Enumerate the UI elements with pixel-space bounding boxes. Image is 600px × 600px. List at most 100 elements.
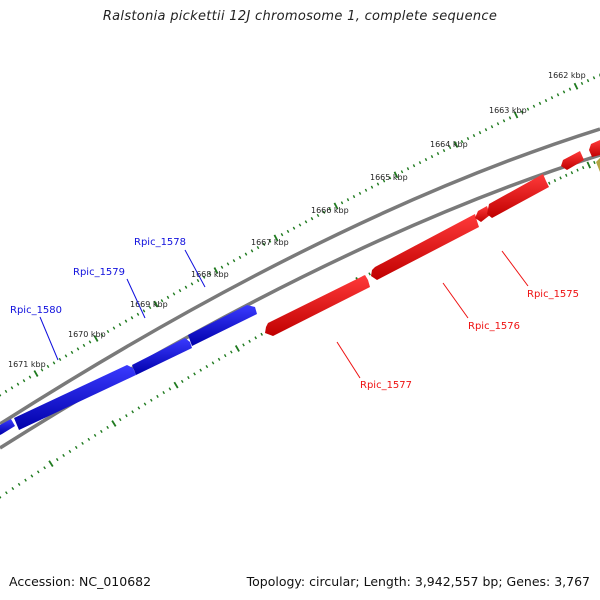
minor-tick [430, 154, 434, 159]
major-tick [33, 370, 39, 377]
gene-rpic-1579[interactable] [132, 338, 192, 375]
minor-tick [322, 210, 326, 214]
minor-tick [550, 96, 554, 100]
gene-rpic-1576[interactable] [371, 214, 479, 280]
minor-tick [125, 414, 128, 418]
minor-tick [130, 316, 134, 320]
minor-tick [593, 160, 596, 165]
major-tick [453, 141, 459, 148]
minor-tick [148, 305, 152, 310]
minor-tick [580, 81, 584, 86]
minor-tick [118, 418, 122, 422]
minor-tick [156, 394, 159, 398]
kbp-label: 1668 kbp [191, 270, 229, 279]
minor-tick [460, 139, 464, 144]
minor-tick [74, 445, 78, 449]
accession-text: Accession: NC_010682 [9, 574, 152, 589]
minor-tick [250, 249, 254, 253]
gene-other[interactable] [596, 158, 600, 172]
minor-tick [55, 458, 59, 462]
minor-tick [358, 191, 362, 195]
minor-tick [137, 406, 141, 410]
gene-label-rpic-1579[interactable]: Rpic_1579 [73, 267, 125, 278]
connector-rpic-1580 [39, 316, 59, 361]
minor-tick [442, 148, 446, 153]
minor-tick [568, 87, 572, 91]
minor-tick [376, 182, 380, 186]
gene-rpic-1577[interactable] [265, 275, 370, 336]
major-tick [213, 267, 219, 275]
connector-rpic-1578 [184, 249, 206, 288]
minor-tick [16, 382, 20, 386]
kbp-label: 1670 kbp [68, 330, 106, 339]
minor-tick [418, 161, 422, 165]
connector-rpic-1576 [442, 282, 469, 319]
minor-tick [136, 312, 140, 316]
minor-tick [229, 350, 233, 354]
minor-tick [100, 429, 103, 433]
map-title: Ralstonia pickettii 12J chromosome 1, co… [102, 9, 498, 24]
minor-tick [106, 329, 110, 334]
minor-tick [268, 239, 272, 243]
minor-tick [548, 181, 551, 185]
minor-tick [5, 491, 8, 495]
minor-tick [118, 323, 122, 327]
minor-tick [478, 131, 482, 135]
minor-tick [220, 265, 224, 269]
minor-tick [436, 151, 440, 156]
gene-label-rpic-1575[interactable]: Rpic_1575 [527, 289, 579, 300]
minor-tick [142, 309, 146, 313]
minor-tick [346, 198, 350, 202]
gene-rpic-1573[interactable] [589, 140, 600, 157]
minor-tick [562, 90, 566, 94]
major-tick [573, 82, 579, 90]
minor-tick [193, 372, 196, 376]
minor-tick [570, 171, 574, 175]
minor-tick [248, 339, 251, 343]
minor-tick [196, 278, 200, 283]
minor-tick [226, 262, 230, 266]
minor-tick [205, 365, 209, 369]
minor-tick [40, 368, 44, 372]
minor-tick [406, 167, 410, 171]
minor-tick [466, 136, 470, 141]
minor-tick [532, 104, 536, 108]
minor-tick [93, 433, 97, 437]
minor-tick [22, 379, 26, 383]
major-tick [48, 460, 54, 467]
major-tick [153, 300, 159, 308]
minor-tick [0, 495, 2, 499]
minor-tick [202, 275, 206, 279]
minor-tick [143, 402, 147, 406]
reverse-genes [265, 140, 600, 336]
gene-label-rpic-1580[interactable]: Rpic_1580 [10, 305, 62, 316]
minor-tick [382, 179, 386, 183]
minor-tick [52, 361, 56, 365]
gene-rpic-1575[interactable] [487, 174, 549, 218]
major-tick [513, 111, 519, 119]
minor-tick [10, 386, 14, 390]
kbp-label: 1666 kbp [311, 206, 349, 215]
gene-rpic-1580[interactable] [14, 365, 136, 430]
outer-tick-track [0, 73, 600, 397]
minor-tick [310, 217, 314, 221]
gene-rpic-1578[interactable] [188, 305, 257, 346]
minor-tick [286, 229, 290, 233]
gene-label-rpic-1577[interactable]: Rpic_1577 [360, 380, 412, 391]
gene-label-rpic-1576[interactable]: Rpic_1576 [468, 321, 520, 332]
gene-rpic-1581[interactable] [0, 419, 15, 435]
gene-rpic-1574[interactable] [561, 151, 584, 170]
gene-rpic-1575-a[interactable] [475, 206, 490, 222]
kbp-label: 1667 kbp [251, 238, 289, 247]
minor-tick [106, 425, 109, 429]
minor-tick [368, 272, 371, 276]
minor-tick [340, 201, 344, 205]
major-tick [333, 202, 339, 210]
gene-label-rpic-1578[interactable]: Rpic_1578 [134, 237, 186, 248]
minor-tick [28, 375, 32, 379]
minor-tick [256, 246, 260, 250]
minor-tick [370, 185, 374, 189]
minor-tick [17, 482, 21, 486]
minor-tick [43, 466, 46, 470]
minor-tick [388, 176, 392, 180]
